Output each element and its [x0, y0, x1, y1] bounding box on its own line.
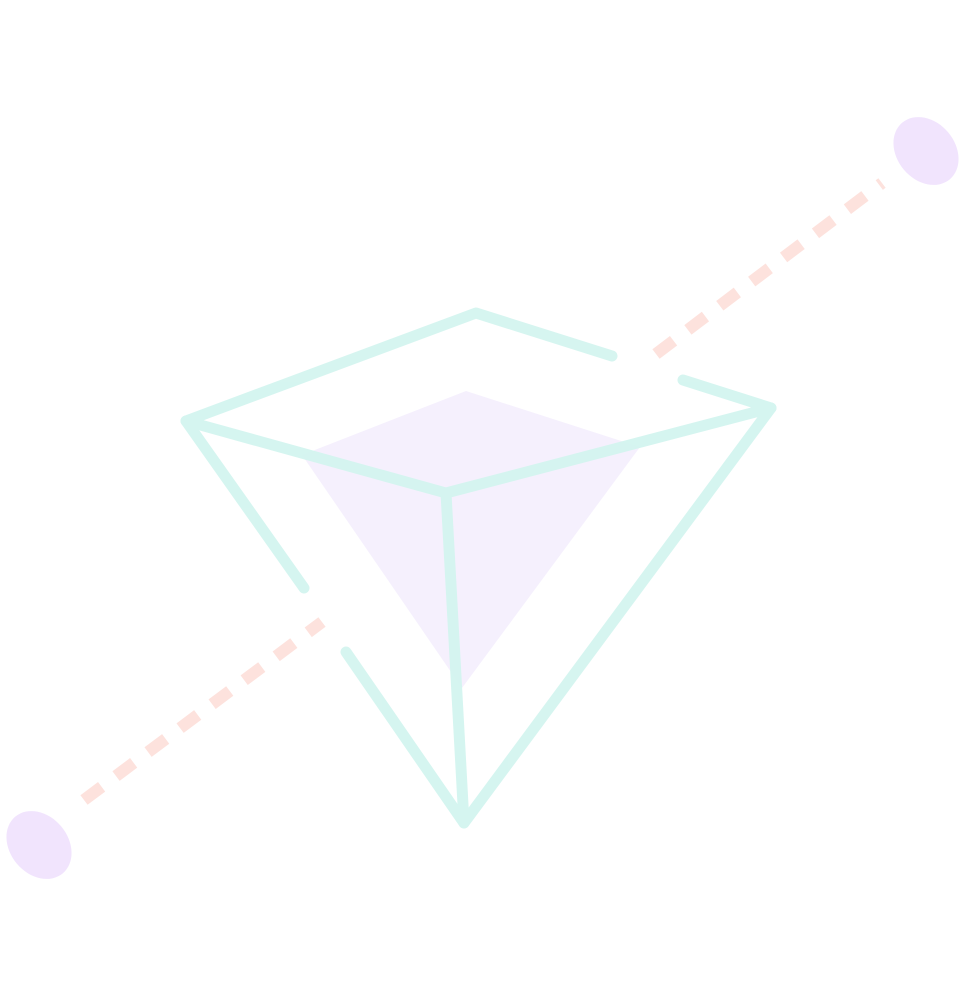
orbit-dot-lower [6, 811, 72, 879]
dashed-orbit-lower [80, 617, 326, 805]
inner-pyramid-fill [302, 391, 640, 688]
diamond-outline [180, 307, 777, 829]
orbit-dot-upper [893, 117, 959, 185]
dashed-orbit-upper [652, 178, 886, 359]
